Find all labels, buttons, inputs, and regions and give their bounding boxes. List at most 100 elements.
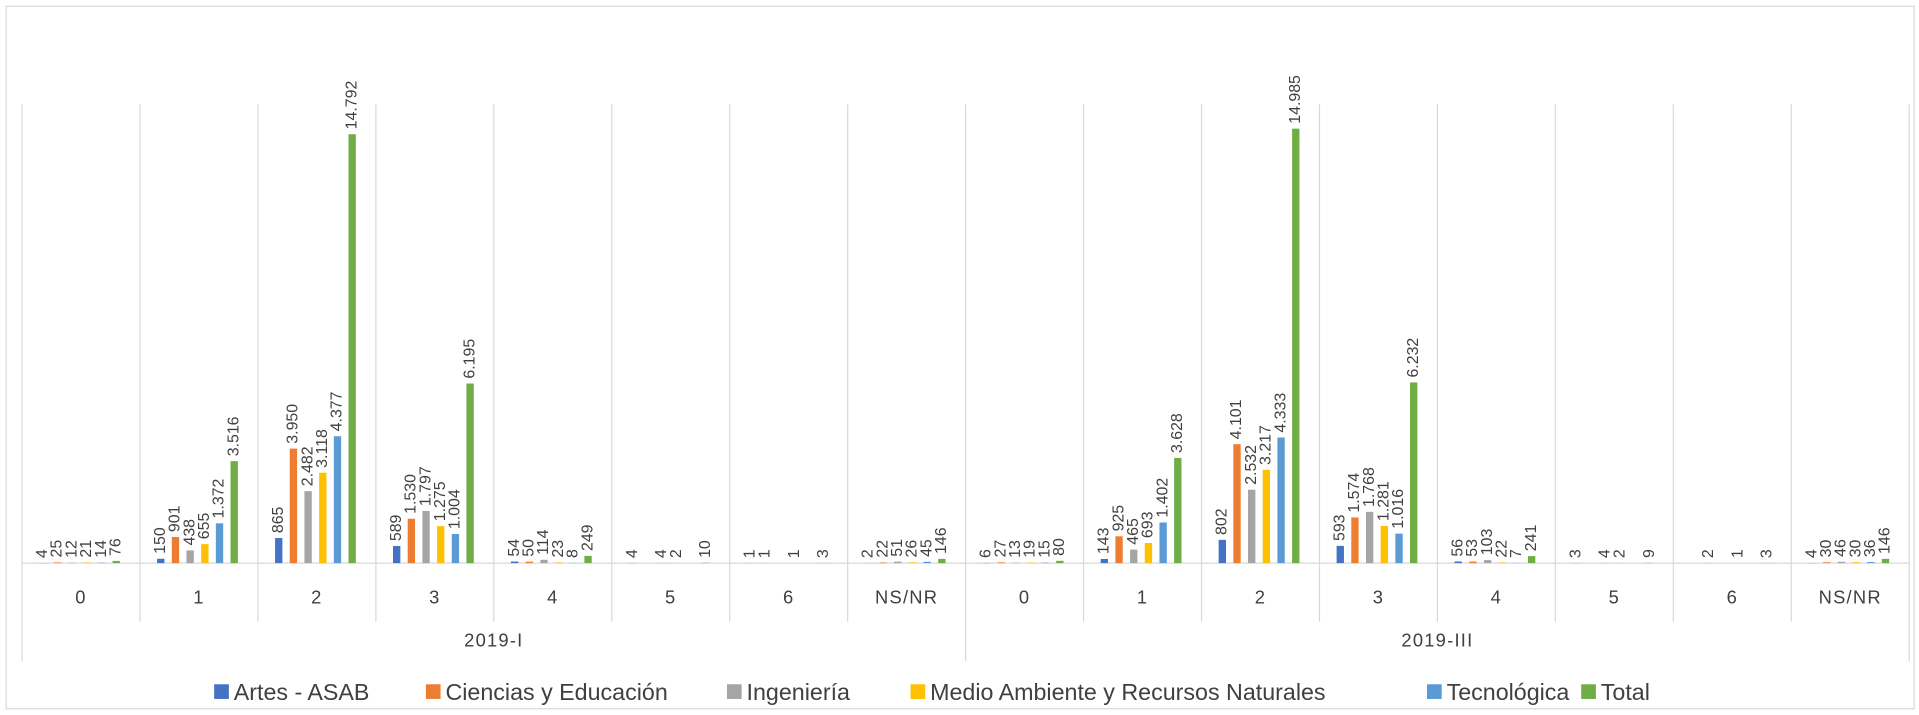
data-label: 3 bbox=[1567, 549, 1584, 558]
data-label: 1 bbox=[786, 549, 803, 558]
data-label: 438 bbox=[181, 519, 198, 546]
x-tick-label: 4 bbox=[1491, 586, 1502, 607]
bar bbox=[938, 558, 946, 564]
data-label: 8 bbox=[565, 549, 582, 558]
data-label: 26 bbox=[904, 540, 921, 558]
data-label: 14.792 bbox=[343, 81, 360, 130]
x-tick-label: NS/NR bbox=[1819, 586, 1882, 607]
data-label: 1.574 bbox=[1346, 473, 1363, 513]
bar bbox=[451, 533, 460, 564]
bar bbox=[348, 134, 356, 564]
data-label: 1.768 bbox=[1361, 467, 1378, 507]
data-label: 114 bbox=[535, 529, 552, 555]
x-tick-label: 6 bbox=[783, 586, 794, 607]
legend-swatch bbox=[726, 684, 742, 699]
data-label: 4.377 bbox=[329, 391, 346, 431]
x-tick-label: 1 bbox=[1137, 586, 1148, 607]
bar bbox=[540, 559, 548, 564]
bar bbox=[466, 383, 474, 564]
data-label: 1.372 bbox=[211, 478, 228, 518]
data-label: 693 bbox=[1140, 511, 1157, 538]
bar bbox=[1498, 562, 1506, 564]
bar bbox=[1056, 560, 1064, 564]
bar bbox=[1248, 489, 1256, 564]
bar bbox=[1365, 511, 1374, 564]
legend-label: Medio Ambiente y Recursos Naturales bbox=[930, 679, 1325, 705]
data-label: 3.628 bbox=[1169, 413, 1186, 453]
data-label: 76 bbox=[107, 538, 124, 556]
data-label: 4 bbox=[653, 549, 670, 558]
data-label: 3 bbox=[815, 549, 832, 558]
data-label: 865 bbox=[270, 506, 287, 533]
bar bbox=[1351, 517, 1359, 564]
data-label: 249 bbox=[579, 524, 596, 551]
bar bbox=[422, 511, 430, 564]
x-tick-label: 5 bbox=[665, 586, 676, 607]
bar bbox=[1026, 562, 1035, 564]
x-tick-label: 3 bbox=[1373, 586, 1384, 607]
bar bbox=[1100, 558, 1109, 564]
data-label: 6 bbox=[978, 549, 995, 558]
bar bbox=[1115, 536, 1123, 564]
bar bbox=[53, 562, 62, 564]
bar bbox=[894, 561, 902, 564]
bar bbox=[304, 491, 312, 564]
data-label: 54 bbox=[506, 539, 523, 557]
data-label: 3.950 bbox=[285, 404, 302, 444]
data-label: 4.333 bbox=[1272, 393, 1289, 433]
data-label: 1.797 bbox=[417, 466, 434, 506]
bar bbox=[437, 526, 445, 564]
x-tick-label: 4 bbox=[547, 586, 558, 607]
data-label: 22 bbox=[1493, 540, 1510, 558]
bar bbox=[1867, 562, 1875, 564]
data-label: 146 bbox=[933, 527, 950, 554]
bar bbox=[1336, 545, 1344, 564]
x-tick-label: 6 bbox=[1727, 586, 1738, 607]
data-label: 53 bbox=[1464, 539, 1481, 557]
bar bbox=[186, 550, 194, 564]
bar bbox=[1262, 469, 1271, 564]
legend-swatch bbox=[910, 684, 926, 699]
bar bbox=[289, 448, 298, 564]
data-label: 80 bbox=[1051, 538, 1068, 556]
legend-swatch bbox=[425, 684, 441, 699]
chart-border bbox=[5, 5, 1915, 710]
bar bbox=[171, 536, 180, 564]
data-label: 7 bbox=[1508, 549, 1525, 558]
data-label: 22 bbox=[874, 540, 891, 558]
data-label: 3.118 bbox=[314, 429, 331, 468]
data-label: 241 bbox=[1523, 525, 1540, 552]
bar bbox=[215, 523, 224, 564]
data-label: 1 bbox=[742, 549, 759, 558]
data-label: 4.101 bbox=[1228, 399, 1245, 439]
data-label: 1.281 bbox=[1376, 481, 1393, 521]
data-label: 802 bbox=[1214, 508, 1231, 535]
data-label: 14 bbox=[93, 540, 110, 558]
data-label: 23 bbox=[550, 540, 567, 558]
x-tick-label: NS/NR bbox=[875, 586, 938, 607]
data-label: 465 bbox=[1125, 518, 1142, 545]
data-label: 2 bbox=[1700, 549, 1717, 558]
data-label: 12 bbox=[63, 540, 80, 558]
bar bbox=[1881, 558, 1890, 564]
data-label: 1.402 bbox=[1154, 478, 1171, 518]
data-label: 3.217 bbox=[1258, 425, 1275, 465]
data-label: 30 bbox=[1818, 539, 1835, 557]
data-label: 30 bbox=[1847, 539, 1864, 557]
bar bbox=[1527, 556, 1536, 564]
data-label: 19 bbox=[1022, 540, 1039, 558]
x-tick-label: 2 bbox=[1255, 586, 1266, 607]
bar bbox=[1130, 549, 1138, 564]
data-label: 1 bbox=[1729, 549, 1746, 558]
data-label: 56 bbox=[1449, 539, 1466, 557]
bar bbox=[1837, 561, 1846, 564]
bar bbox=[525, 561, 533, 564]
bar bbox=[1410, 382, 1418, 564]
data-label: 4 bbox=[624, 549, 641, 558]
data-label: 1.275 bbox=[432, 481, 449, 521]
bar bbox=[201, 544, 209, 564]
bar bbox=[1469, 561, 1477, 564]
legend-label: Tecnológica bbox=[1447, 679, 1570, 705]
category-group-label: 2019-III bbox=[1401, 629, 1473, 650]
bar bbox=[83, 562, 91, 564]
